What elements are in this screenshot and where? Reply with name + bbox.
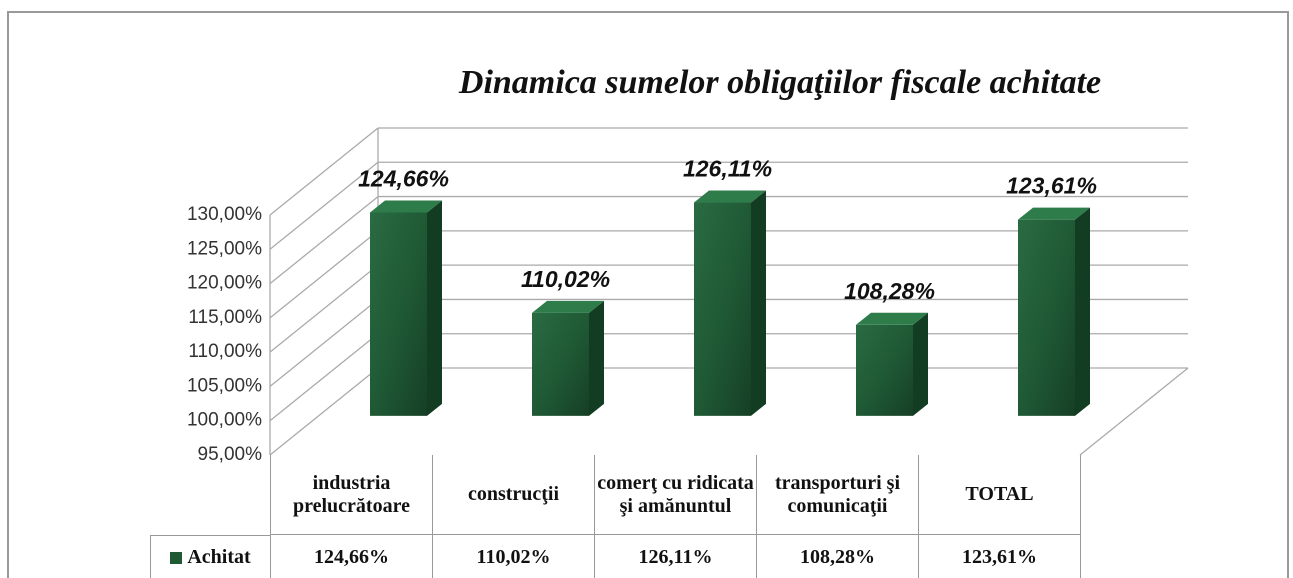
grid-line bbox=[269, 264, 379, 353]
grid-line bbox=[269, 161, 379, 250]
bar-face bbox=[856, 312, 928, 325]
bar bbox=[856, 312, 928, 416]
table-cell: 124,66% bbox=[270, 535, 432, 578]
legend-swatch bbox=[170, 551, 183, 564]
bar-face bbox=[913, 312, 928, 416]
table-cell: 123,61% bbox=[918, 535, 1080, 578]
y-tick-label: 95,00% bbox=[198, 444, 263, 465]
bar-face bbox=[856, 324, 913, 416]
grid-line bbox=[269, 230, 379, 319]
bar-face bbox=[751, 190, 766, 416]
x-tick-label: transporturi şi comunicaţii bbox=[756, 455, 918, 535]
x-tick-label: comerţ cu ridicata şi amănuntul bbox=[594, 455, 756, 535]
y-tick-label: 110,00% bbox=[188, 341, 262, 362]
y-tick-label: 115,00% bbox=[188, 307, 262, 328]
y-tick-label: 120,00% bbox=[187, 273, 262, 294]
bar-face bbox=[1018, 219, 1075, 416]
table-cell: 108,28% bbox=[756, 535, 918, 578]
data-label: 108,28% bbox=[844, 278, 935, 304]
bar bbox=[370, 200, 442, 416]
chart-title: Dinamica sumelor obligaţiilor fiscale ac… bbox=[458, 64, 1101, 101]
y-tick-label: 130,00% bbox=[187, 204, 262, 225]
bar bbox=[532, 300, 604, 416]
grid-line bbox=[269, 196, 379, 285]
x-tick-label: TOTAL bbox=[918, 455, 1080, 535]
floor-edge bbox=[1079, 367, 1189, 456]
bar-face bbox=[694, 202, 751, 416]
y-tick-label: 105,00% bbox=[187, 375, 262, 396]
bar-face bbox=[370, 200, 442, 213]
bar-face bbox=[370, 212, 427, 416]
bar-face bbox=[694, 190, 766, 203]
data-label: 110,02% bbox=[521, 266, 610, 292]
y-tick-label: 125,00% bbox=[187, 238, 262, 259]
data-label: 124,66% bbox=[358, 166, 449, 192]
bar bbox=[1018, 207, 1090, 416]
grid-line bbox=[269, 298, 379, 387]
x-tick-label: construcţii bbox=[432, 455, 594, 535]
bar-face bbox=[427, 200, 442, 416]
bar-face bbox=[1018, 207, 1090, 220]
grid-line bbox=[269, 367, 379, 456]
data-label: 123,61% bbox=[1006, 173, 1097, 199]
table-cell: 110,02% bbox=[432, 535, 594, 578]
legend-entry: Achitat bbox=[150, 535, 270, 578]
table-edge bbox=[1080, 455, 1081, 578]
grid-line bbox=[269, 333, 379, 422]
bar-face bbox=[532, 312, 589, 416]
bar-face bbox=[589, 300, 604, 416]
x-tick-label: industria prelucrătoare bbox=[270, 455, 432, 535]
bar-face bbox=[532, 300, 604, 313]
grid-line bbox=[269, 127, 379, 216]
bar-face bbox=[1075, 207, 1090, 416]
legend-label: Achitat bbox=[187, 546, 251, 568]
data-label: 126,11% bbox=[683, 156, 772, 182]
y-tick-label: 100,00% bbox=[187, 410, 262, 431]
bar bbox=[694, 190, 766, 416]
table-cell: 126,11% bbox=[594, 535, 756, 578]
